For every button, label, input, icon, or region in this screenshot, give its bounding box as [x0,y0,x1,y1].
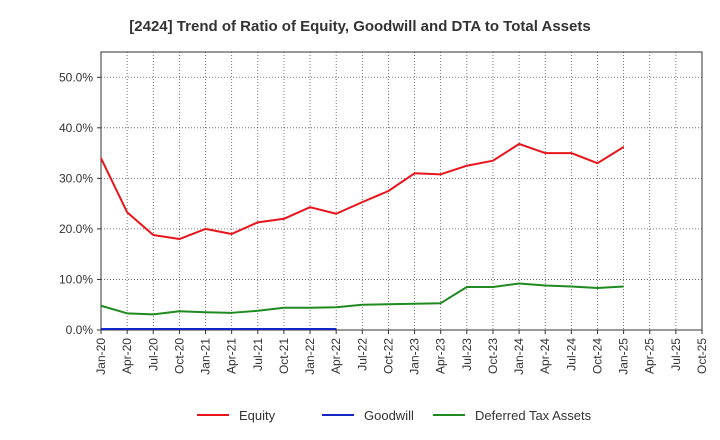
series-lines [100,142,625,330]
y-tick-label: 20.0% [59,222,93,236]
legend-label-goodwill: Goodwill [364,408,414,423]
y-tick-label: 0.0% [66,323,94,337]
data-point-equity [231,233,233,235]
x-tick-label: Oct-20 [172,338,186,374]
data-point-equity [596,162,598,164]
data-point-goodwill [126,328,128,330]
data-point-goodwill [309,328,311,330]
legend: Equity Goodwill Deferred Tax Assets [197,408,592,423]
x-tick-label: Jan-21 [199,338,213,375]
x-tick-label: Jan-23 [408,338,422,375]
x-tick-label: Apr-20 [120,338,134,374]
data-point-deferred-tax-assets [518,282,520,284]
data-point-equity [309,206,311,208]
data-point-deferred-tax-assets [361,304,363,306]
y-tick-label: 10.0% [59,272,93,286]
y-axis: 0.0% 10.0% 20.0% 30.0% 40.0% 50.0% [59,70,101,337]
data-point-goodwill [100,328,102,330]
data-point-equity [178,238,180,240]
x-tick-label: Apr-25 [643,338,657,374]
x-tick-label: Oct-22 [381,338,395,374]
x-axis: Jan-20 Apr-20 Jul-20 Oct-20 Jan-21 Apr-21 Jul-… [94,330,709,375]
data-point-goodwill [178,328,180,330]
x-tick-label: Jan-20 [94,338,108,375]
data-point-equity [414,172,416,174]
data-point-deferred-tax-assets [623,286,625,288]
data-point-equity [152,234,154,236]
data-point-deferred-tax-assets [257,310,259,312]
chart-title: [2424] Trend of Ratio of Equity, Goodwil… [129,18,590,35]
data-point-deferred-tax-assets [152,313,154,315]
data-point-deferred-tax-assets [205,311,207,313]
data-point-deferred-tax-assets [440,302,442,304]
data-point-deferred-tax-assets [414,303,416,305]
grid [101,52,702,330]
x-tick-label: Oct-21 [277,338,291,374]
data-point-equity [466,165,468,167]
data-point-deferred-tax-assets [466,286,468,288]
data-point-equity [335,213,337,215]
data-point-equity [440,173,442,175]
data-point-goodwill [152,328,154,330]
data-point-equity [126,211,128,213]
x-tick-label: Oct-24 [590,338,604,374]
x-tick-label: Apr-23 [434,338,448,374]
data-point-deferred-tax-assets [100,305,102,307]
legend-label-deferred-tax-assets: Deferred Tax Assets [475,408,592,423]
data-point-deferred-tax-assets [335,306,337,308]
data-point-deferred-tax-assets [570,286,572,288]
y-tick-label: 30.0% [59,171,93,185]
x-tick-label: Oct-25 [695,338,709,374]
data-point-deferred-tax-assets [492,286,494,288]
x-tick-label: Apr-21 [225,338,239,374]
data-point-equity [361,201,363,203]
x-tick-label: Jan-22 [303,338,317,375]
x-tick-label: Jul-24 [564,338,578,371]
data-point-goodwill [231,328,233,330]
data-point-deferred-tax-assets [387,303,389,305]
y-tick-label: 40.0% [59,121,93,135]
data-point-goodwill [335,328,337,330]
series-line-equity [100,142,625,241]
data-point-equity [544,152,546,154]
x-tick-label: Apr-22 [329,338,343,374]
data-point-deferred-tax-assets [283,307,285,309]
x-tick-label: Jan-24 [512,338,526,375]
data-point-equity [623,146,625,148]
y-tick-label: 50.0% [59,70,93,84]
data-point-equity [283,218,285,220]
data-point-goodwill [257,328,259,330]
data-point-equity [570,152,572,154]
x-tick-label: Jan-25 [617,338,631,375]
data-point-deferred-tax-assets [544,285,546,287]
data-point-deferred-tax-assets [596,287,598,289]
legend-label-equity: Equity [239,408,276,423]
x-tick-label: Jul-21 [251,338,265,371]
x-tick-label: Jul-22 [355,338,369,371]
data-point-equity [100,157,102,159]
data-point-equity [257,221,259,223]
data-point-goodwill [283,328,285,330]
data-point-deferred-tax-assets [178,310,180,312]
x-tick-label: Jul-23 [460,338,474,371]
data-point-equity [492,160,494,162]
data-point-equity [518,143,520,145]
data-point-deferred-tax-assets [231,312,233,314]
x-tick-label: Oct-23 [486,338,500,374]
x-tick-label: Jul-25 [669,338,683,371]
data-point-equity [387,190,389,192]
plot-area [100,51,703,331]
x-tick-label: Jul-20 [146,338,160,371]
data-point-goodwill [205,328,207,330]
data-point-deferred-tax-assets [126,312,128,314]
data-point-equity [205,228,207,230]
x-tick-label: Apr-24 [538,338,552,374]
data-point-deferred-tax-assets [309,307,311,309]
